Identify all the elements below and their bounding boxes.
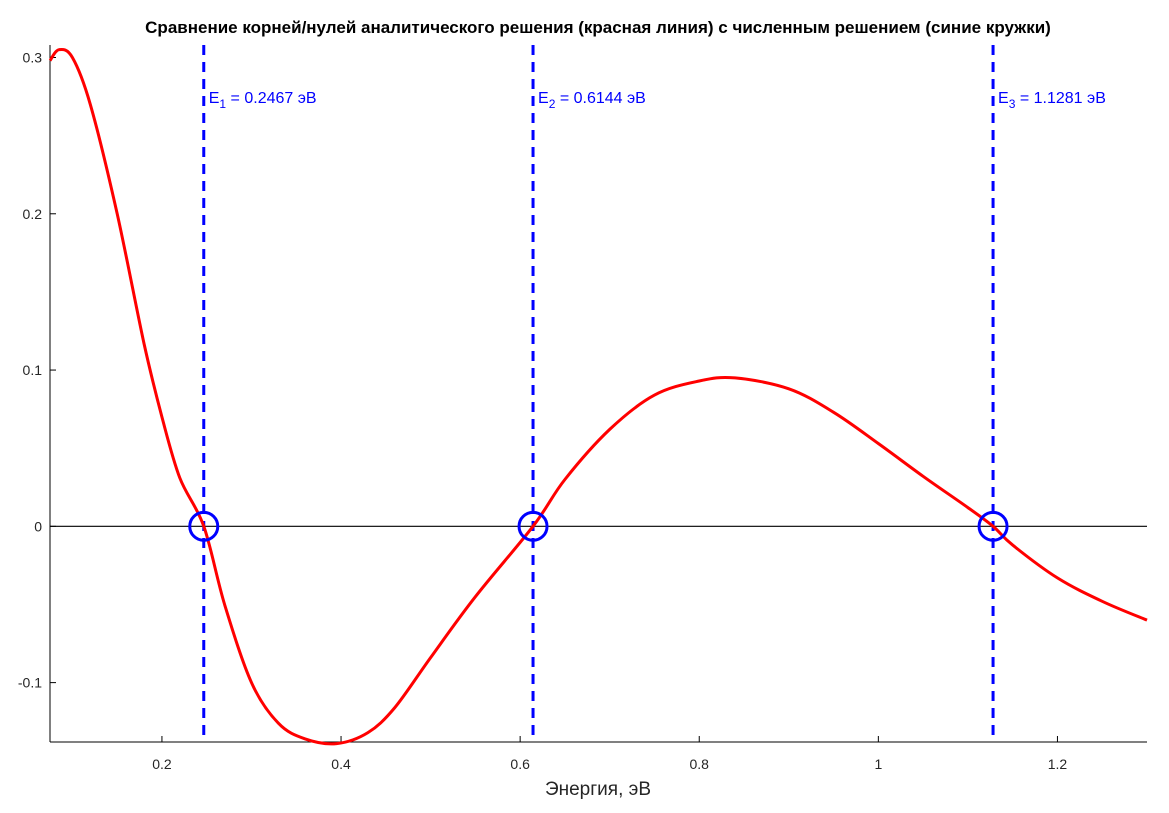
x-tick-label: 0.6	[510, 756, 530, 772]
x-tick-label: 1	[874, 756, 882, 772]
y-tick-label: 0	[34, 518, 42, 534]
analytic-curve	[48, 47, 1148, 746]
x-tick-label: 1.2	[1048, 756, 1068, 772]
x-tick-label: 0.2	[152, 756, 172, 772]
x-tick-label: 0.8	[690, 756, 710, 772]
root-label: E2 = 0.6144 эВ	[538, 90, 646, 111]
x-tick-label: 0.4	[331, 756, 351, 772]
y-tick-label: 0.3	[23, 50, 43, 66]
y-tick-label: 0.1	[23, 362, 43, 378]
root-marker	[517, 510, 549, 542]
x-axis-label: Энергия, эВ	[545, 779, 651, 800]
root-label: E3 = 1.1281 эВ	[998, 90, 1106, 111]
plot-area: E1 = 0.2467 эВ E2 = 0.6144 эВ E3 = 1.1281 …	[48, 45, 1148, 746]
root-marker	[188, 510, 220, 542]
root-label: E1 = 0.2467 эВ	[209, 90, 317, 111]
root-marker	[977, 510, 1009, 542]
axes: 0.2 0.4 0.6 0.8 1 1.2 -0.1 0 0.1 0.2 0.3	[18, 45, 1147, 772]
y-tick-label: -0.1	[18, 675, 42, 691]
chart-title: Сравнение корней/нулей аналитического ре…	[145, 18, 1051, 37]
y-tick-label: 0.2	[23, 206, 43, 222]
